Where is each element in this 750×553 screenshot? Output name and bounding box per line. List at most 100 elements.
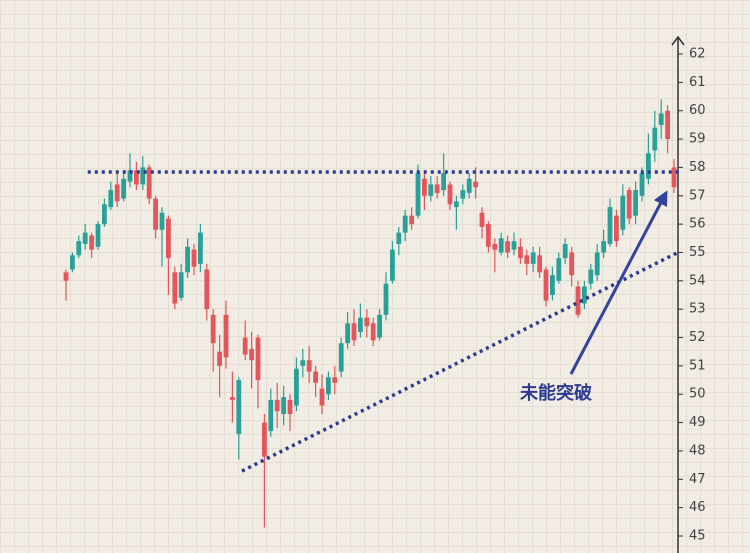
candle-body [518,246,523,259]
annotation-arrow [569,190,668,375]
candle-body [102,204,107,225]
candle-body [134,170,139,185]
candle-body [562,243,568,259]
candle-body [185,246,190,273]
candle-body [575,286,581,315]
candle-body [422,178,427,196]
y-tick-label: 61 [689,75,706,90]
candle-body [172,272,178,304]
candle-body [332,377,338,383]
candle-body [479,212,485,227]
candle-body [70,255,75,270]
candle-body [639,173,645,196]
candle-body [364,317,370,327]
candle-body [377,314,382,338]
candle-body [473,181,478,188]
candle-body [486,224,491,247]
candle-body [82,232,88,244]
candle-body [466,178,472,193]
candle-body [210,314,216,344]
candle-body [127,170,133,182]
candle-body [447,184,453,205]
candle-body [95,224,101,247]
candle-body [434,184,440,193]
candle-body [268,399,274,432]
candle-body [492,243,498,250]
y-tick-label: 58 [689,160,706,175]
candle-body [140,167,146,185]
candle-body [601,241,606,253]
y-tick-label: 50 [689,387,706,402]
candle-body [146,167,152,199]
y-tick-label: 51 [689,358,706,373]
plot: 45 46 47 48 49 50 51 52 53 54 55 56 57 58 59 60 61 62 [63,35,706,553]
y-tick-label: 53 [689,302,706,317]
candle-body [358,317,363,332]
candle-body [255,337,261,381]
candle-body [108,190,114,208]
candle-body [313,371,318,383]
candle-body [230,397,235,400]
candle-body [306,360,312,372]
candle-body [198,232,203,264]
y-tick-label: 56 [689,217,706,232]
y-tick-label: 62 [689,47,706,62]
candle-body [665,110,670,140]
candle-body [409,215,414,225]
trend-line [241,250,679,473]
candle-body [588,269,594,284]
candle-body [204,269,210,310]
candle-body [159,212,165,230]
candle-body [390,249,395,281]
candle-body [428,184,434,196]
y-tick-label: 54 [689,273,706,288]
candle-body [543,269,549,301]
candle-body [262,422,267,457]
y-tick-label: 48 [689,443,706,458]
candle-body [236,380,242,434]
y-tick-label: 57 [689,188,706,203]
candle-body [351,323,357,341]
candle-body [242,337,248,355]
candle-body [153,198,158,230]
y-tick-label: 55 [689,245,706,260]
candle-body [454,201,459,208]
candle-body [249,348,254,361]
candle-body [326,377,331,395]
axis-arrow [671,35,685,46]
y-tick-label: 59 [689,132,706,147]
candle-body [569,252,574,276]
candle-body [646,153,651,179]
candle-body [652,127,658,151]
candle-body [191,249,197,267]
candle-body [620,195,626,230]
candle-body [402,215,408,233]
candle-body [498,238,504,253]
y-tick-label: 45 [689,528,706,543]
candle-body [274,399,280,412]
candle-body [166,218,171,259]
annotation: 未能突破 [520,382,592,404]
candle-body [89,235,94,250]
candle-body [63,272,69,281]
candle-body [607,207,613,244]
candle-body [505,241,510,253]
candle-body [319,388,325,406]
candle-body [345,323,350,344]
candle-body [178,272,184,298]
candle-body [217,351,222,366]
candle-body [415,173,421,216]
y-tick-label: 60 [689,103,706,118]
y-tick-label: 52 [689,330,706,345]
candle-body [370,323,376,341]
y-tick-label: 47 [689,472,706,487]
candle-body [626,190,632,219]
y-tick-label: 46 [689,500,706,515]
candle-body [114,184,120,202]
candle-body [294,368,299,406]
candle-body [396,232,402,244]
candle-body [460,190,466,199]
candle-body [537,255,542,273]
